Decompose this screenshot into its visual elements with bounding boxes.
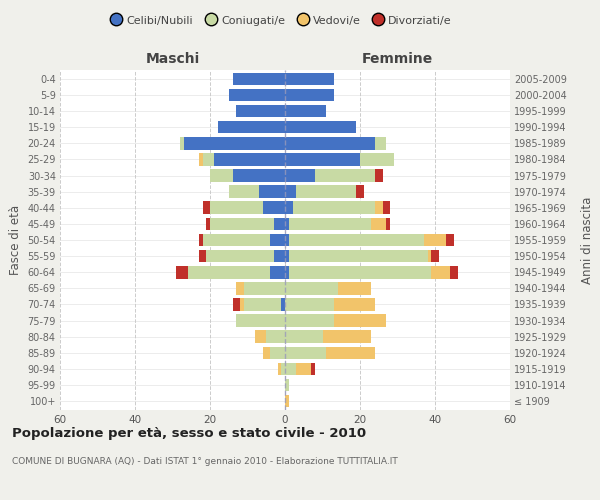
- Bar: [285, 314, 334, 327]
- Bar: [244, 298, 281, 310]
- Bar: [431, 250, 439, 262]
- Bar: [270, 234, 285, 246]
- Bar: [383, 202, 390, 214]
- Bar: [285, 234, 289, 246]
- Bar: [326, 346, 375, 359]
- Bar: [285, 105, 326, 118]
- Bar: [266, 330, 285, 343]
- Legend: Celibi/Nubili, Coniugati/e, Vedovi/e, Divorziati/e: Celibi/Nubili, Coniugati/e, Vedovi/e, Di…: [107, 10, 457, 30]
- Bar: [285, 266, 289, 278]
- Bar: [233, 72, 285, 85]
- Bar: [371, 218, 386, 230]
- Bar: [244, 282, 285, 294]
- Text: Maschi: Maschi: [145, 52, 200, 66]
- Bar: [229, 88, 285, 102]
- Bar: [199, 153, 203, 166]
- Bar: [375, 137, 386, 149]
- Bar: [285, 346, 326, 359]
- Bar: [450, 266, 458, 278]
- Bar: [285, 298, 334, 310]
- Bar: [285, 250, 289, 262]
- Bar: [285, 153, 360, 166]
- Bar: [285, 121, 356, 134]
- Bar: [206, 218, 210, 230]
- Bar: [289, 266, 431, 278]
- Bar: [375, 170, 383, 182]
- Bar: [334, 314, 386, 327]
- Bar: [281, 298, 285, 310]
- Bar: [285, 218, 289, 230]
- Bar: [270, 346, 285, 359]
- Bar: [259, 186, 285, 198]
- Bar: [233, 170, 285, 182]
- Bar: [296, 186, 356, 198]
- Bar: [199, 234, 203, 246]
- Bar: [255, 330, 266, 343]
- Bar: [277, 362, 281, 375]
- Bar: [427, 250, 431, 262]
- Bar: [199, 250, 206, 262]
- Bar: [431, 266, 450, 278]
- Bar: [180, 137, 184, 149]
- Bar: [289, 250, 427, 262]
- Bar: [356, 186, 364, 198]
- Bar: [285, 72, 334, 85]
- Bar: [203, 153, 214, 166]
- Bar: [184, 137, 285, 149]
- Text: COMUNE DI BUGNARA (AQ) - Dati ISTAT 1° gennaio 2010 - Elaborazione TUTTITALIA.IT: COMUNE DI BUGNARA (AQ) - Dati ISTAT 1° g…: [12, 458, 398, 466]
- Bar: [285, 137, 375, 149]
- Bar: [236, 105, 285, 118]
- Bar: [187, 266, 270, 278]
- Bar: [285, 378, 289, 392]
- Bar: [289, 234, 424, 246]
- Bar: [289, 218, 371, 230]
- Bar: [203, 202, 210, 214]
- Bar: [285, 362, 296, 375]
- Bar: [203, 234, 270, 246]
- Bar: [285, 282, 337, 294]
- Y-axis label: Fasce di età: Fasce di età: [9, 205, 22, 275]
- Bar: [323, 330, 371, 343]
- Bar: [285, 186, 296, 198]
- Bar: [210, 202, 263, 214]
- Text: Popolazione per età, sesso e stato civile - 2010: Popolazione per età, sesso e stato civil…: [12, 428, 366, 440]
- Bar: [285, 170, 315, 182]
- Bar: [233, 298, 240, 310]
- Bar: [206, 250, 274, 262]
- Bar: [446, 234, 454, 246]
- Bar: [334, 298, 375, 310]
- Bar: [285, 202, 293, 214]
- Bar: [386, 218, 390, 230]
- Bar: [296, 362, 311, 375]
- Bar: [274, 218, 285, 230]
- Bar: [360, 153, 394, 166]
- Bar: [218, 121, 285, 134]
- Bar: [210, 170, 233, 182]
- Text: Femmine: Femmine: [362, 52, 433, 66]
- Bar: [236, 314, 285, 327]
- Bar: [281, 362, 285, 375]
- Bar: [236, 282, 244, 294]
- Bar: [210, 218, 274, 230]
- Bar: [263, 346, 270, 359]
- Bar: [263, 202, 285, 214]
- Bar: [311, 362, 315, 375]
- Bar: [315, 170, 375, 182]
- Bar: [285, 395, 289, 407]
- Bar: [274, 250, 285, 262]
- Bar: [293, 202, 375, 214]
- Bar: [337, 282, 371, 294]
- Y-axis label: Anni di nascita: Anni di nascita: [581, 196, 594, 284]
- Bar: [240, 298, 244, 310]
- Bar: [375, 202, 383, 214]
- Bar: [214, 153, 285, 166]
- Bar: [176, 266, 187, 278]
- Bar: [424, 234, 446, 246]
- Bar: [229, 186, 259, 198]
- Bar: [285, 330, 323, 343]
- Bar: [270, 266, 285, 278]
- Bar: [285, 88, 334, 102]
